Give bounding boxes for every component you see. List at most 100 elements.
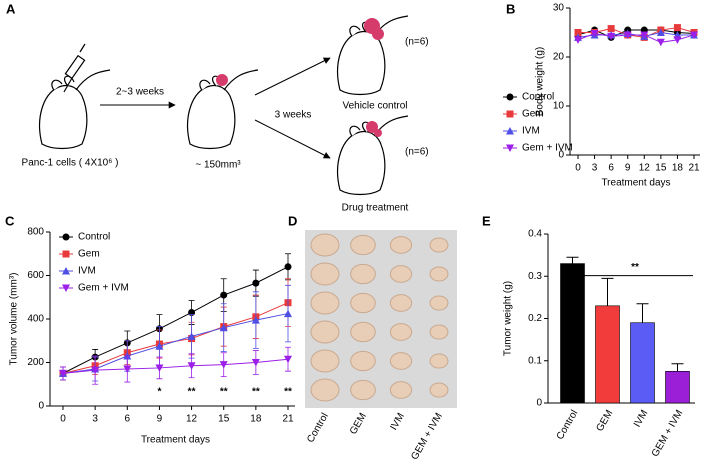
series-line (62, 358, 289, 374)
legend-label: Control (78, 232, 110, 243)
step-label: 2~3 weeks (116, 87, 164, 98)
error-bar (601, 277, 614, 306)
marker (656, 38, 665, 47)
panel-label: D (288, 213, 297, 228)
tumor-sample (350, 350, 376, 372)
legend-label: IVM (78, 266, 96, 277)
marker (673, 36, 682, 44)
x-tick-label: 9 (625, 163, 631, 174)
legend-label: Gem (522, 109, 544, 120)
y-tick-label: 200 (27, 357, 44, 368)
marker (673, 24, 681, 32)
annotation: ** (252, 387, 260, 398)
tumor-sample (310, 320, 340, 344)
tumor-sample (350, 321, 376, 343)
x-tick-label: 12 (639, 163, 651, 174)
x-axis-label: Treatment days (141, 435, 210, 446)
y-tick-label: 0.4 (528, 229, 542, 240)
x-tick-label: 6 (125, 414, 131, 425)
x-tick-label: Control (305, 411, 331, 444)
panel-d: D Control GEM IVM GEM + IVM (288, 213, 457, 462)
bar (595, 305, 620, 404)
y-tick-label: 400 (27, 314, 44, 325)
x-tick-label: IVM (632, 408, 650, 429)
tumor-photo (305, 230, 457, 408)
x-tick-label: GEM (348, 411, 369, 436)
marker (284, 263, 292, 271)
x-axis-label: Treatment days (601, 178, 670, 189)
x-tick-label: Control (555, 408, 581, 441)
tumor (374, 129, 382, 137)
bar (630, 322, 655, 404)
x-tick-label: 0 (575, 163, 581, 174)
y-tick-label: 0 (38, 401, 44, 412)
marker (640, 31, 649, 39)
syringe (63, 43, 86, 93)
y-tick-label: 0.2 (528, 313, 542, 324)
y-tick-label: 20 (553, 52, 565, 63)
marker (155, 342, 164, 350)
n-label: (n=6) (405, 37, 429, 48)
error-bar (566, 256, 579, 264)
legend-label: Control (522, 92, 554, 103)
marker (284, 309, 292, 318)
marker (284, 355, 292, 364)
marker (220, 291, 228, 299)
legend-marker (62, 233, 70, 241)
x-tick-label: 18 (250, 414, 262, 425)
panel-label: E (482, 213, 491, 228)
marker (251, 359, 260, 367)
marker (574, 29, 582, 36)
marker (607, 32, 616, 41)
tumor-sample (310, 291, 340, 315)
tumor-sample (350, 234, 376, 256)
y-tick-label: 800 (27, 227, 44, 238)
tumor-sample (350, 379, 376, 401)
marker (91, 366, 100, 375)
y-axis-label: Tumor volume (mm³) (9, 273, 20, 366)
x-tick-label: 12 (186, 414, 198, 425)
tumor-sample (389, 236, 413, 254)
series-line (62, 313, 289, 374)
panel-label: B (506, 1, 515, 16)
step-label: 3 weeks (275, 110, 312, 121)
n-label: (n=6) (405, 147, 429, 158)
tumor-sample (310, 262, 340, 286)
x-tick-label: 3 (592, 163, 598, 174)
tumor (372, 28, 384, 40)
legend-marker (62, 267, 70, 275)
arrow (254, 57, 331, 96)
bar (665, 371, 690, 404)
tumor (366, 121, 378, 133)
y-tick-label: 0.1 (528, 355, 542, 366)
y-tick-label: 10 (553, 101, 565, 112)
tumor-sample (429, 237, 449, 253)
x-tick-label: 3 (92, 414, 98, 425)
marker (656, 28, 665, 36)
marker (574, 36, 582, 44)
annotation: ** (220, 387, 228, 398)
marker (187, 362, 196, 370)
x-tick-label: 15 (218, 414, 230, 425)
x-tick-label: IVM (388, 411, 406, 432)
x-tick-label: 21 (688, 163, 700, 174)
tumor-sample (310, 378, 340, 402)
x-tick-label: 6 (608, 163, 614, 174)
marker (623, 31, 632, 39)
marker (123, 365, 132, 374)
marker (188, 308, 196, 316)
mouse (39, 69, 111, 150)
tumor-sample (429, 324, 449, 340)
legend-marker (62, 250, 70, 258)
annotation: ** (284, 387, 292, 398)
annotation: * (157, 387, 161, 398)
tumor-sample (429, 353, 449, 369)
panel-label: C (5, 213, 15, 228)
x-tick-label: 18 (672, 163, 684, 174)
legend-label: Gem + IVM (78, 283, 129, 294)
y-tick-label: 0 (536, 398, 542, 409)
x-tick-label: GEM + IVM (409, 411, 445, 461)
marker (251, 316, 260, 324)
marker (59, 369, 67, 378)
